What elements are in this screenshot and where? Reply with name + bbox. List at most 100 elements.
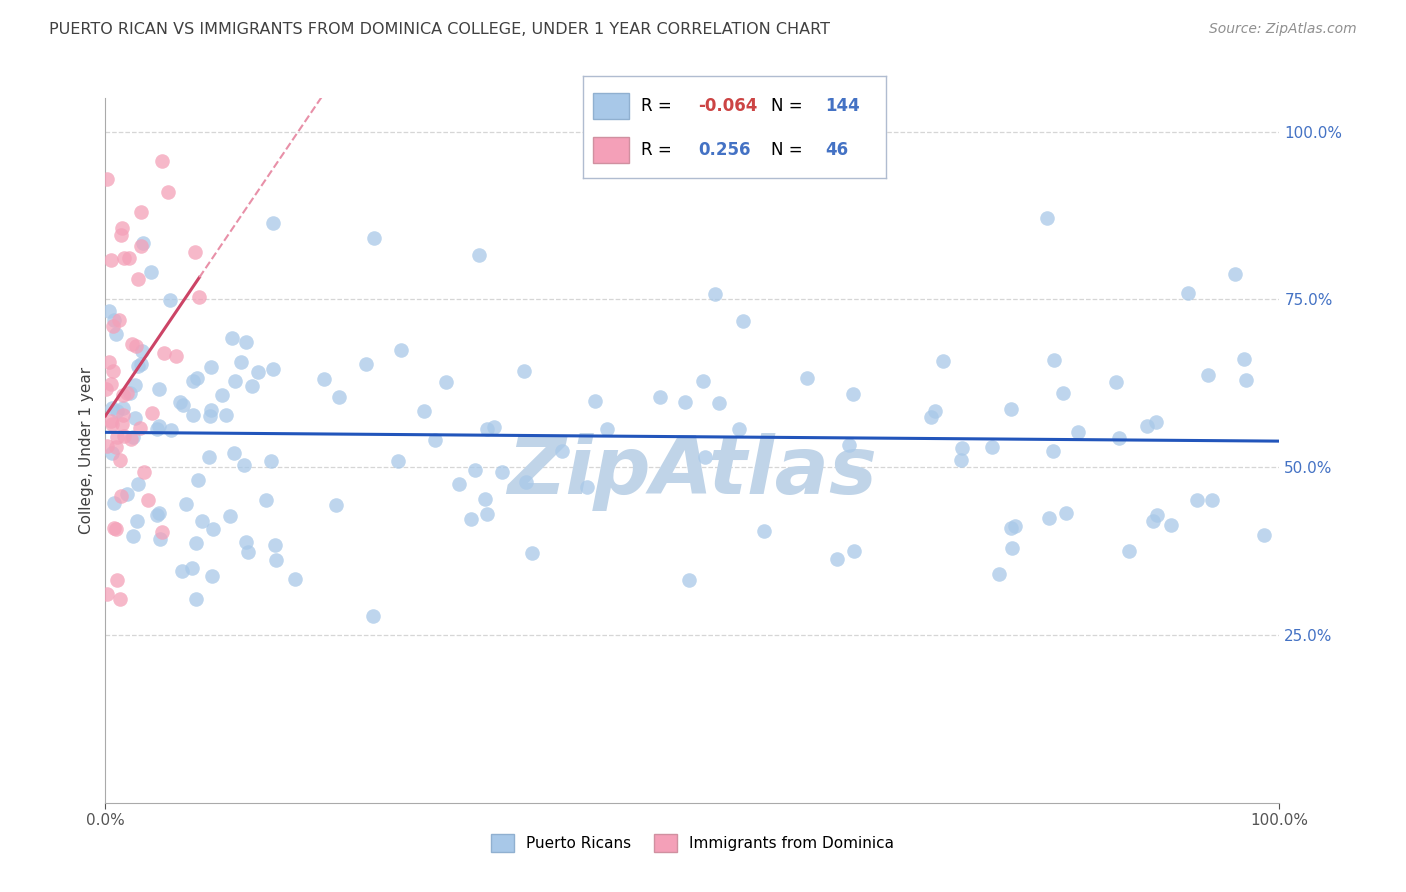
Point	[447, 477, 470, 491]
Point	[127, 271, 149, 285]
Point	[139, 265, 162, 279]
Point	[950, 452, 973, 467]
Point	[190, 514, 212, 528]
Point	[187, 473, 209, 487]
Point	[325, 498, 347, 512]
Point	[585, 393, 607, 408]
Point	[1001, 541, 1024, 555]
Point	[460, 512, 482, 526]
FancyBboxPatch shape	[592, 94, 628, 119]
Point	[181, 409, 204, 423]
Point	[186, 371, 208, 385]
Point	[314, 372, 336, 386]
Point	[120, 432, 142, 446]
Point	[100, 376, 122, 391]
Point	[105, 574, 128, 588]
Point	[153, 346, 176, 360]
Point	[468, 248, 491, 262]
Point	[115, 486, 138, 500]
Point	[165, 349, 187, 363]
Point	[103, 521, 125, 535]
Point	[94, 383, 117, 397]
Point	[105, 429, 128, 443]
Text: N =: N =	[770, 96, 808, 114]
Point	[100, 414, 122, 428]
Point	[754, 524, 776, 538]
Point	[678, 573, 700, 587]
Point	[184, 591, 207, 606]
Point	[111, 417, 134, 432]
Point	[838, 438, 860, 452]
Point	[149, 532, 172, 546]
Point	[796, 371, 818, 385]
Point	[100, 253, 122, 268]
Point	[141, 407, 163, 421]
Text: PUERTO RICAN VS IMMIGRANTS FROM DOMINICA COLLEGE, UNDER 1 YEAR CORRELATION CHART: PUERTO RICAN VS IMMIGRANTS FROM DOMINICA…	[49, 22, 830, 37]
Point	[112, 387, 135, 401]
Point	[673, 395, 696, 409]
Point	[127, 514, 149, 528]
Point	[328, 390, 350, 404]
Point	[121, 337, 143, 351]
Point	[731, 314, 754, 328]
Point	[108, 312, 131, 326]
Point	[105, 404, 128, 418]
Point	[157, 186, 180, 200]
Point	[181, 374, 204, 388]
Point	[254, 492, 277, 507]
Point	[98, 304, 121, 318]
Point	[122, 529, 145, 543]
Point	[842, 543, 865, 558]
Point	[181, 561, 204, 575]
Point	[136, 492, 159, 507]
Point	[145, 422, 167, 436]
Point	[104, 327, 127, 342]
Point	[235, 335, 257, 350]
Point	[131, 344, 153, 359]
Point	[1067, 425, 1090, 439]
Legend: Puerto Ricans, Immigrants from Dominica: Puerto Ricans, Immigrants from Dominica	[485, 828, 900, 859]
Point	[551, 443, 574, 458]
Point	[105, 522, 128, 536]
Point	[129, 205, 152, 219]
Point	[924, 404, 946, 418]
Point	[124, 377, 146, 392]
Point	[132, 236, 155, 251]
Point	[118, 251, 141, 265]
Point	[354, 357, 377, 371]
Text: 46: 46	[825, 141, 848, 159]
Point	[1253, 528, 1275, 542]
Point	[361, 609, 384, 624]
Point	[159, 293, 181, 307]
Point	[477, 507, 499, 521]
FancyBboxPatch shape	[592, 137, 628, 163]
Point	[576, 480, 599, 494]
Point	[1136, 419, 1159, 434]
Point	[825, 552, 848, 566]
Point	[127, 476, 149, 491]
Point	[1042, 444, 1064, 458]
Point	[1146, 508, 1168, 522]
Point	[693, 450, 716, 465]
Point	[101, 446, 124, 460]
Point	[240, 379, 263, 393]
Point	[1142, 514, 1164, 528]
Point	[950, 441, 973, 455]
Point	[477, 422, 499, 436]
Point	[246, 365, 269, 379]
Point	[596, 138, 619, 153]
Point	[148, 419, 170, 434]
Point	[262, 362, 284, 376]
Point	[150, 154, 173, 169]
Point	[103, 496, 125, 510]
Point	[198, 450, 221, 465]
Point	[184, 536, 207, 550]
Text: 144: 144	[825, 96, 860, 114]
Point	[1054, 507, 1077, 521]
Point	[425, 433, 447, 447]
Point	[112, 429, 135, 443]
Point	[188, 290, 211, 304]
Point	[231, 355, 253, 369]
Point	[920, 410, 942, 425]
Point	[482, 420, 505, 434]
